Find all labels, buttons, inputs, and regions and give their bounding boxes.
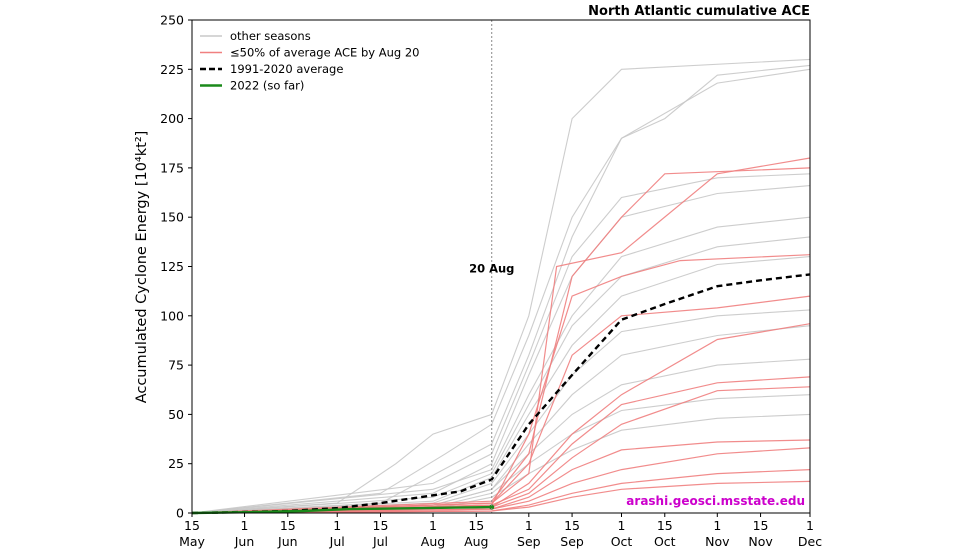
series-other-6 [191,185,811,514]
x-tick-day-9: 1 [618,518,626,533]
x-tick-day-1: 1 [241,518,249,533]
series-other-12 [191,358,811,514]
y-tick-label-150: 150 [160,210,184,225]
y-axis: 0 25 50 75 100 125 150 175 200 225 250 [160,13,192,521]
x-tick-month-3: Jul [329,534,345,549]
source-credit: arashi.geosci.msstate.edu [626,494,805,508]
y-tick-label-25: 25 [168,456,184,471]
x-tick-day-13: 1 [806,518,814,533]
y-tick-label-75: 75 [168,358,184,373]
series-other-4 [191,68,811,514]
x-tick-month-7: Sep [517,534,541,549]
x-tick-month-5: Aug [421,534,445,549]
current-marker [489,504,495,510]
x-tick-day-3: 1 [333,518,341,533]
x-tick-day-7: 1 [525,518,533,533]
x-tick-month-6: Aug [464,534,488,549]
y-axis-label: Accumulated Cyclone Energy [10⁴kt²] [134,131,150,404]
x-tick-month-13: Dec [798,534,822,549]
chart-title: North Atlantic cumulative ACE [588,4,810,19]
legend-label-1: ≤50% of average ACE by Aug 20 [230,46,419,60]
x-tick-day-10: 15 [657,518,673,533]
x-tick-day-6: 15 [468,518,484,533]
x-tick-month-9: Oct [611,534,633,549]
aug-20-label: 20 Aug [469,261,514,275]
x-tick-day-11: 1 [713,518,721,533]
x-tick-day-0: 15 [184,518,200,533]
x-tick-month-0: May [179,534,205,549]
legend-label-0: other seasons [230,29,311,43]
series-other-3 [191,64,811,514]
series-low-18 [191,295,811,514]
x-axis: 15May1Jun15Jun1Jul15Jul1Aug15Aug1Sep15Se… [179,513,822,549]
series-other-9 [191,256,811,514]
x-tick-month-11: Nov [705,534,730,549]
series-other-7 [191,216,811,514]
y-tick-label-200: 200 [160,111,184,126]
y-tick-label-100: 100 [160,308,184,323]
x-tick-month-1: Jun [234,534,255,549]
series-low-17 [191,254,811,514]
x-tick-month-12: Nov [748,534,773,549]
x-tick-day-4: 15 [373,518,389,533]
series-other-2 [191,58,811,514]
y-tick-label-225: 225 [160,62,184,77]
x-tick-day-8: 15 [564,518,580,533]
legend: other seasons ≤50% of average ACE by Aug … [200,29,419,93]
series-current-1 [191,505,492,515]
y-tick-label-0: 0 [176,506,184,521]
series-other-11 [191,325,811,514]
x-tick-day-2: 15 [280,518,296,533]
x-tick-month-4: Jul [372,534,388,549]
y-tick-label-250: 250 [160,13,184,28]
x-tick-month-10: Oct [654,534,676,549]
legend-label-2: 1991-2020 average [230,62,343,76]
series-other-10 [191,309,811,514]
x-tick-month-8: Sep [560,534,584,549]
x-tick-month-2: Jun [277,534,298,549]
series-layer [191,58,811,515]
series-low-25 [191,480,811,514]
x-tick-day-5: 1 [429,518,437,533]
y-tick-label-175: 175 [160,160,184,175]
x-tick-day-12: 15 [753,518,769,533]
y-tick-label-125: 125 [160,259,184,274]
y-tick-label-50: 50 [168,407,184,422]
legend-label-3: 2022 (so far) [230,79,304,93]
